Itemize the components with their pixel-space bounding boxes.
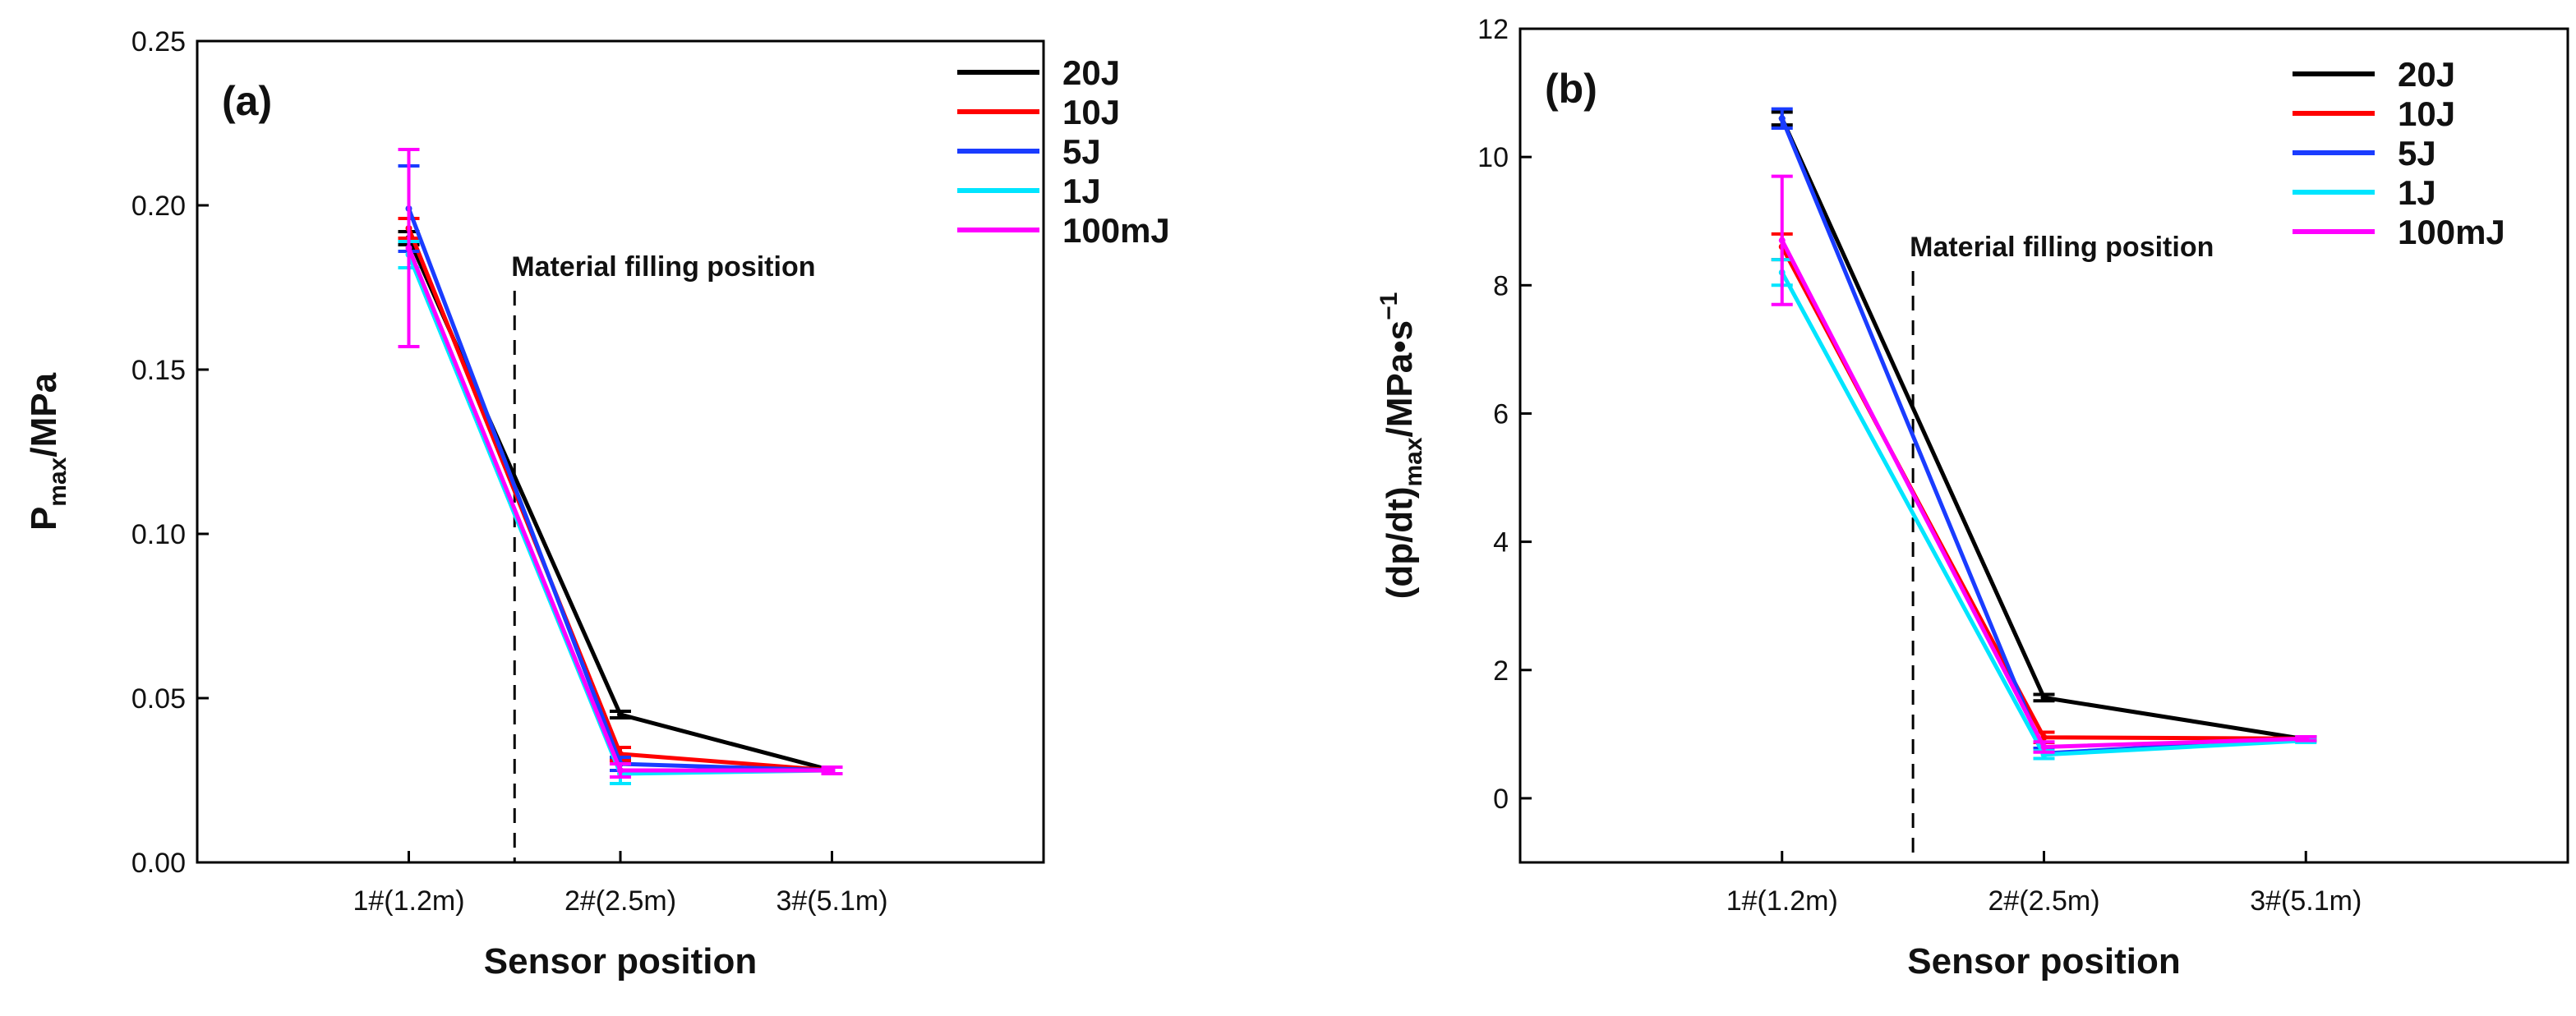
material-filling-annotation: Material filling position bbox=[511, 251, 815, 283]
series-line-20J bbox=[1780, 117, 2306, 742]
x-axis-label: Sensor position bbox=[1907, 941, 2180, 982]
data-point bbox=[405, 245, 412, 251]
data-point bbox=[617, 711, 624, 718]
x-tick-label: 1#(1.2m) bbox=[1726, 885, 1838, 917]
legend-label-1J: 1J bbox=[1062, 172, 1101, 210]
data-point bbox=[1778, 115, 1786, 122]
y-tick-label: 0.10 bbox=[131, 519, 186, 550]
material-filling-annotation: Material filling position bbox=[1910, 232, 2214, 263]
legend-label-5J: 5J bbox=[2398, 134, 2436, 172]
y-axis-label-main: (dp/dt) bbox=[1380, 487, 1420, 600]
x-tick-label: 2#(2.5m) bbox=[565, 885, 676, 917]
data-point bbox=[617, 767, 624, 774]
chart-panel-b: 0 2 4 6 8 10 12 1#(1.2m) 2#(2.5m) 3#(5.1m) Sensor … bbox=[1376, 14, 2569, 982]
series-line-100mJ bbox=[1780, 239, 2306, 750]
data-point bbox=[2302, 735, 2310, 742]
chart-panel-a: 0.00 0.05 0.10 0.15 0.20 0.25 1#(1.2m) 2#(2.5m)… bbox=[24, 26, 1170, 982]
x-tick-label: 3#(5.1m) bbox=[2250, 885, 2362, 917]
y-axis-label: (dp/dt)max/MPa•s−1 bbox=[1376, 292, 1427, 600]
y-axis-label-subscript: max bbox=[44, 457, 71, 506]
series-1J bbox=[398, 240, 843, 785]
y-tick-label: 0.15 bbox=[131, 355, 186, 386]
series-line-1J bbox=[1780, 271, 2306, 757]
y-tick-label: 2 bbox=[1493, 655, 1509, 687]
y-axis-label-unit: /MPa•s bbox=[1380, 320, 1420, 438]
series-line-20J bbox=[407, 237, 833, 773]
series-5J bbox=[1771, 107, 2317, 761]
series-line-100mJ bbox=[407, 247, 832, 773]
data-point bbox=[1778, 237, 1786, 244]
series-1J bbox=[1771, 258, 2317, 761]
y-tick-label: 10 bbox=[1477, 142, 1509, 173]
data-point bbox=[2040, 694, 2048, 701]
legend-label-10J: 10J bbox=[1062, 93, 1120, 131]
series-20J bbox=[398, 230, 843, 775]
y-axis-label: Pmax/MPa bbox=[24, 372, 71, 531]
y-axis-label-unit: /MPa bbox=[24, 372, 64, 457]
y-tick-label: 4 bbox=[1493, 527, 1509, 559]
y-tick-label: 0.25 bbox=[131, 26, 186, 57]
legend-label-100mJ: 100mJ bbox=[2398, 213, 2505, 251]
x-axis-label: Sensor position bbox=[484, 941, 757, 982]
panel-label: (b) bbox=[1545, 66, 1597, 112]
y-tick-label: 0 bbox=[1493, 784, 1509, 815]
series-line-10J bbox=[1780, 246, 2306, 741]
legend-label-20J: 20J bbox=[2398, 55, 2455, 94]
y-tick-label: 12 bbox=[1477, 14, 1509, 45]
series-20J bbox=[1771, 110, 2317, 743]
legend-label-20J: 20J bbox=[1062, 53, 1120, 92]
series-line-10J bbox=[407, 228, 832, 773]
series-10J bbox=[398, 217, 843, 775]
series-line-5J bbox=[1780, 117, 2306, 756]
y-tick-label: 0.05 bbox=[131, 683, 186, 715]
y-axis-label-superscript: −1 bbox=[1376, 292, 1403, 320]
x-tick-label: 3#(5.1m) bbox=[776, 885, 887, 917]
data-point bbox=[2040, 733, 2048, 741]
series-line-5J bbox=[407, 208, 832, 773]
legend-label-10J: 10J bbox=[2398, 94, 2455, 133]
panel-label: (a) bbox=[222, 78, 272, 124]
plot-frame bbox=[196, 39, 1045, 864]
y-tick-label: 0.20 bbox=[131, 191, 186, 222]
data-point bbox=[828, 767, 836, 774]
x-tick-label: 1#(1.2m) bbox=[353, 885, 464, 917]
series-line-1J bbox=[407, 254, 832, 776]
y-tick-label: 8 bbox=[1493, 270, 1509, 301]
legend-label-1J: 1J bbox=[2398, 173, 2436, 212]
y-axis-label-main: P bbox=[24, 507, 64, 531]
y-tick-label: 0.00 bbox=[131, 848, 186, 879]
data-point bbox=[2040, 743, 2048, 751]
y-axis-label-subscript: max bbox=[1400, 437, 1427, 486]
y-tick-label: 6 bbox=[1493, 398, 1509, 430]
series-10J bbox=[1771, 232, 2317, 744]
legend-label-100mJ: 100mJ bbox=[1062, 211, 1170, 250]
series-100mJ bbox=[398, 148, 843, 779]
series-100mJ bbox=[1771, 174, 2317, 754]
x-tick-label: 2#(2.5m) bbox=[1988, 885, 2099, 917]
legend-label-5J: 5J bbox=[1062, 132, 1101, 171]
